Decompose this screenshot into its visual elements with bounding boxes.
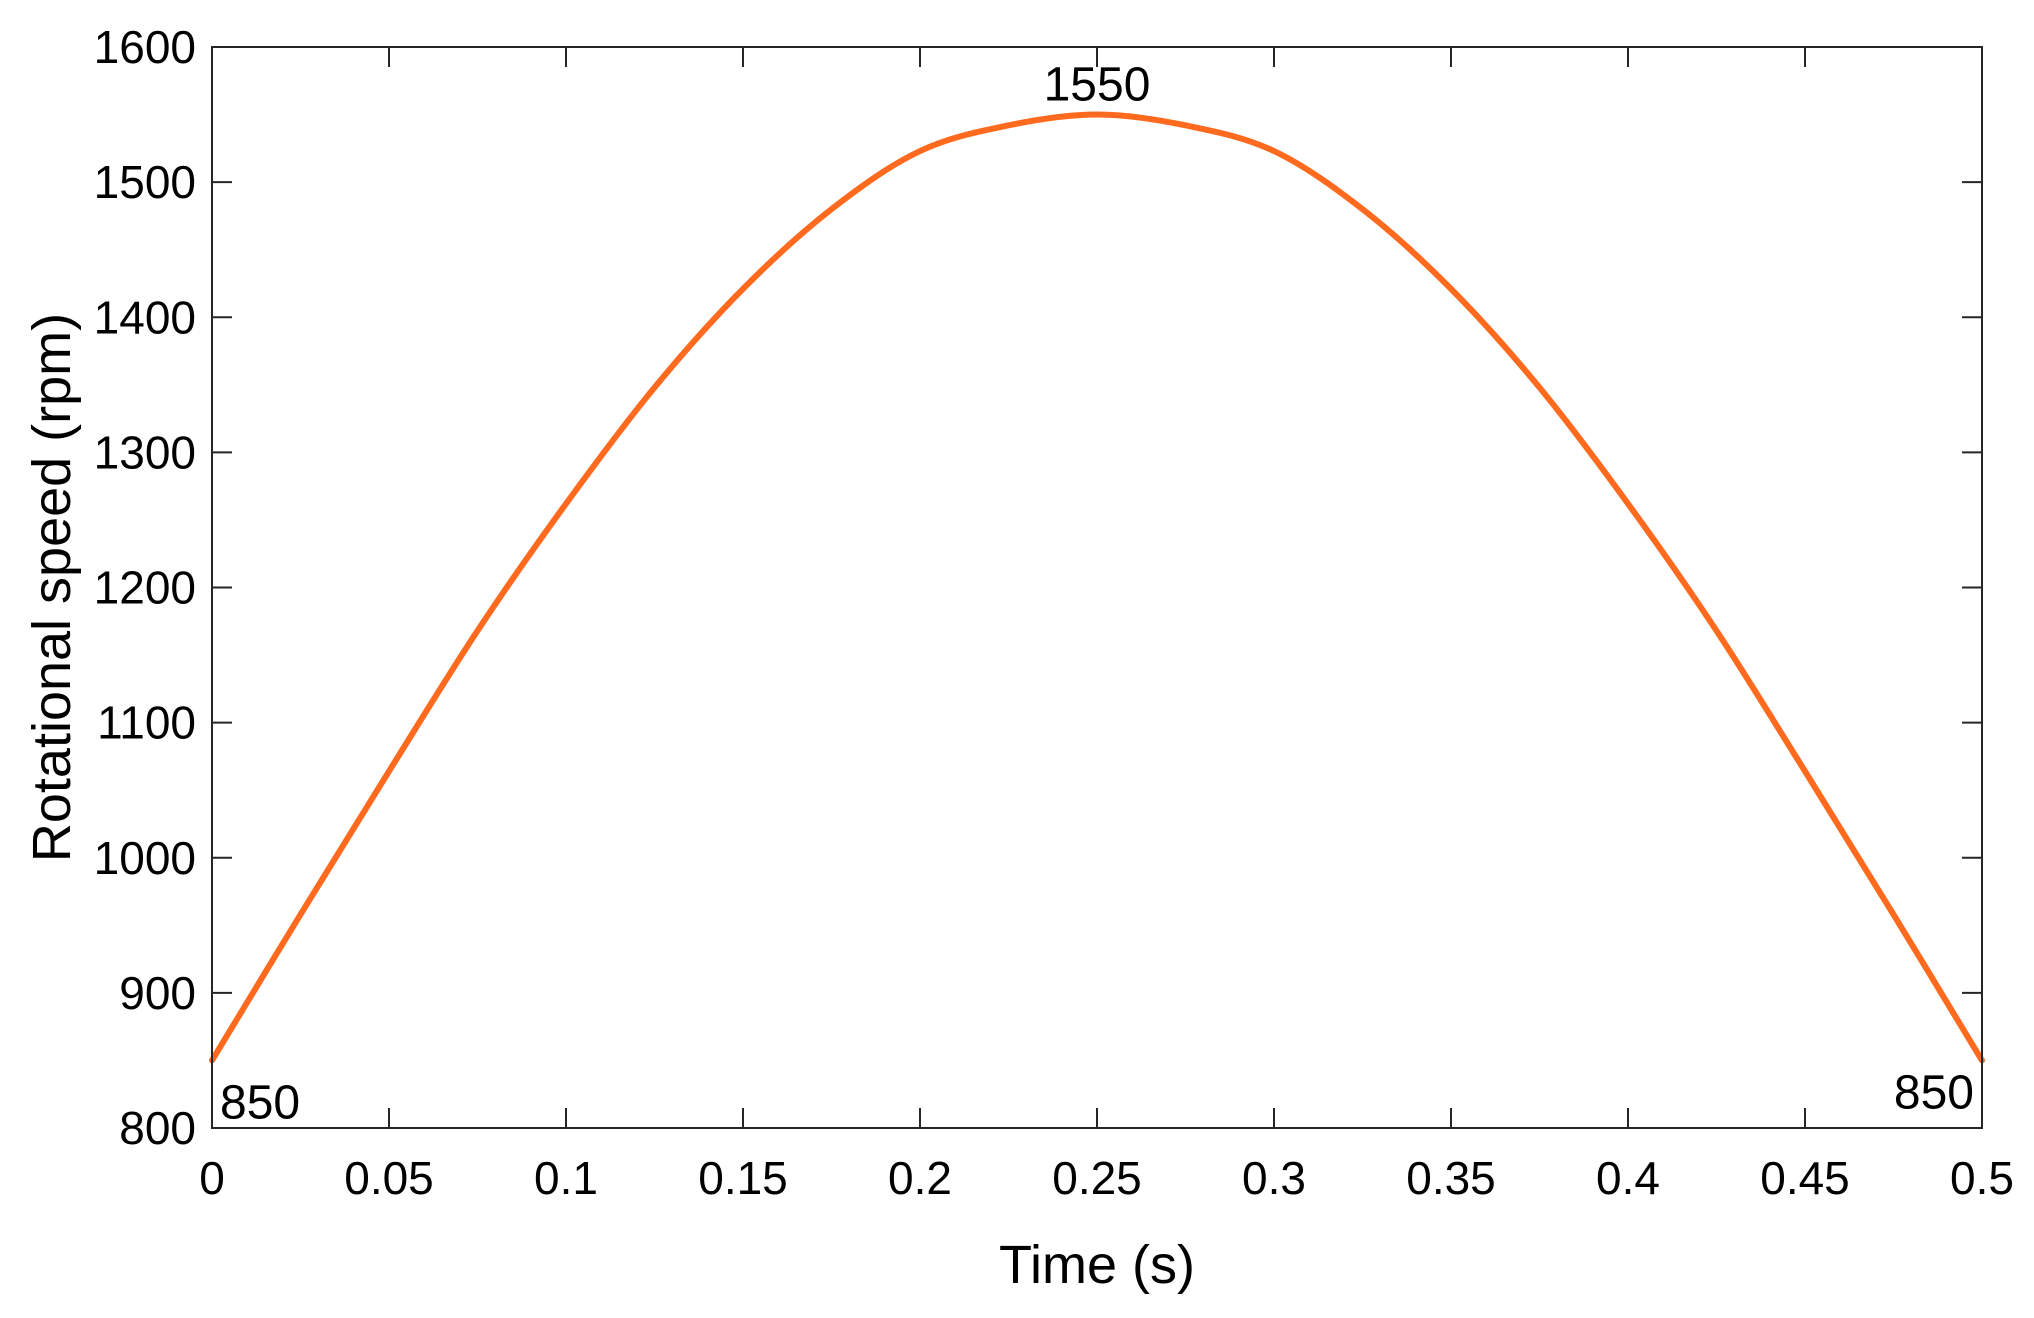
x-tick-label: 0.35 bbox=[1406, 1152, 1496, 1204]
y-axis-label: Rotational speed (rpm) bbox=[22, 313, 82, 862]
y-tick-label: 1600 bbox=[94, 21, 196, 73]
data-annotation: 1550 bbox=[1044, 59, 1151, 112]
plot-frame bbox=[211, 46, 1983, 1129]
y-tick-label: 1100 bbox=[97, 697, 196, 749]
x-tick-label: 0.2 bbox=[888, 1152, 952, 1204]
axis-ticks bbox=[211, 46, 1983, 1129]
x-tick-label: 0 bbox=[199, 1152, 225, 1204]
y-tick-label: 900 bbox=[119, 967, 196, 1019]
annotations: 850 1550 850 bbox=[220, 59, 1974, 1130]
y-tick-label: 1500 bbox=[94, 156, 196, 208]
x-tick-label: 0.45 bbox=[1760, 1152, 1850, 1204]
x-tick-label: 0.05 bbox=[344, 1152, 434, 1204]
x-tick-label: 0.5 bbox=[1950, 1152, 2014, 1204]
x-tick-label: 0.25 bbox=[1052, 1152, 1142, 1204]
x-tick-labels: 0 0.05 0.1 0.15 0.2 0.25 0.3 0.35 0.4 0.45 0.5 bbox=[199, 1152, 2014, 1204]
y-tick-label: 1300 bbox=[94, 426, 196, 478]
y-tick-label: 800 bbox=[119, 1102, 196, 1154]
x-tick-label: 0.1 bbox=[534, 1152, 598, 1204]
y-tick-labels: 800 900 1000 1100 1200 1300 1400 1500 1600 bbox=[94, 21, 196, 1154]
y-tick-label: 1200 bbox=[94, 562, 196, 614]
x-tick-label: 0.3 bbox=[1242, 1152, 1306, 1204]
x-axis-label: Time (s) bbox=[999, 1235, 1195, 1295]
y-tick-label: 1400 bbox=[94, 291, 196, 343]
data-annotation: 850 bbox=[220, 1076, 300, 1129]
data-annotation: 850 bbox=[1894, 1066, 1974, 1119]
y-tick-label: 1000 bbox=[94, 832, 196, 884]
series-line bbox=[209, 111, 1985, 1064]
x-tick-label: 0.15 bbox=[698, 1152, 788, 1204]
x-tick-label: 0.4 bbox=[1596, 1152, 1660, 1204]
